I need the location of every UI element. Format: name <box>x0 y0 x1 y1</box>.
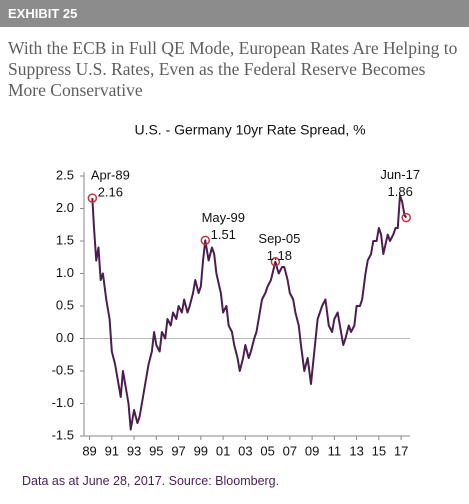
annotation-date: Apr-89 <box>91 168 130 183</box>
y-tick-label: 0.5 <box>56 297 74 312</box>
x-tick-label: 01 <box>216 443 230 458</box>
x-tick-label: 91 <box>105 443 119 458</box>
annotation-date: Jun-17 <box>380 167 420 182</box>
source-note: Data as at June 28, 2017. Source: Bloomb… <box>22 474 280 488</box>
y-tick-label: 2.0 <box>56 200 74 215</box>
annotation-value: 1.51 <box>211 227 236 242</box>
exhibit-label: EXHIBIT 25 <box>8 6 78 21</box>
y-tick-label: -1.0 <box>52 395 74 410</box>
chart-title: U.S. - Germany 10yr Rate Spread, % <box>134 122 365 138</box>
x-tick-label: 89 <box>82 443 96 458</box>
x-tick-label: 93 <box>127 443 141 458</box>
x-tick-label: 07 <box>283 443 297 458</box>
annotation-value: 2.16 <box>98 185 123 200</box>
x-tick-label: 13 <box>349 443 363 458</box>
y-tick-label: 0.0 <box>56 330 74 345</box>
x-tick-label: 05 <box>260 443 274 458</box>
x-tick-label: 97 <box>171 443 185 458</box>
x-tick-label: 99 <box>194 443 208 458</box>
highlight-marker <box>200 235 211 246</box>
y-tick-label: -1.5 <box>52 427 74 442</box>
annotation-date: May-99 <box>202 210 245 225</box>
y-tick-label: 1.5 <box>56 232 74 247</box>
annotation-value: 1.86 <box>388 184 413 199</box>
highlight-marker <box>401 212 411 223</box>
x-tick-label: 95 <box>149 443 163 458</box>
x-tick-label: 17 <box>394 443 408 458</box>
highlight-marker <box>87 193 98 203</box>
header-bar: EXHIBIT 25 <box>0 0 469 27</box>
annotation-value: 1.18 <box>267 248 292 263</box>
x-tick-label: 11 <box>328 443 342 458</box>
y-tick-label: 1.0 <box>56 265 74 280</box>
y-tick-label: 2.5 <box>56 167 74 182</box>
highlight-marker <box>270 257 281 267</box>
y-tick-label: -0.5 <box>52 362 74 377</box>
annotation-date: Sep-05 <box>258 231 300 246</box>
x-tick-label: 15 <box>372 443 386 458</box>
x-tick-label: 09 <box>305 443 319 458</box>
headline: With the ECB in Full QE Mode, European R… <box>8 38 458 100</box>
spread-line <box>91 194 408 431</box>
x-tick-label: 03 <box>238 443 252 458</box>
